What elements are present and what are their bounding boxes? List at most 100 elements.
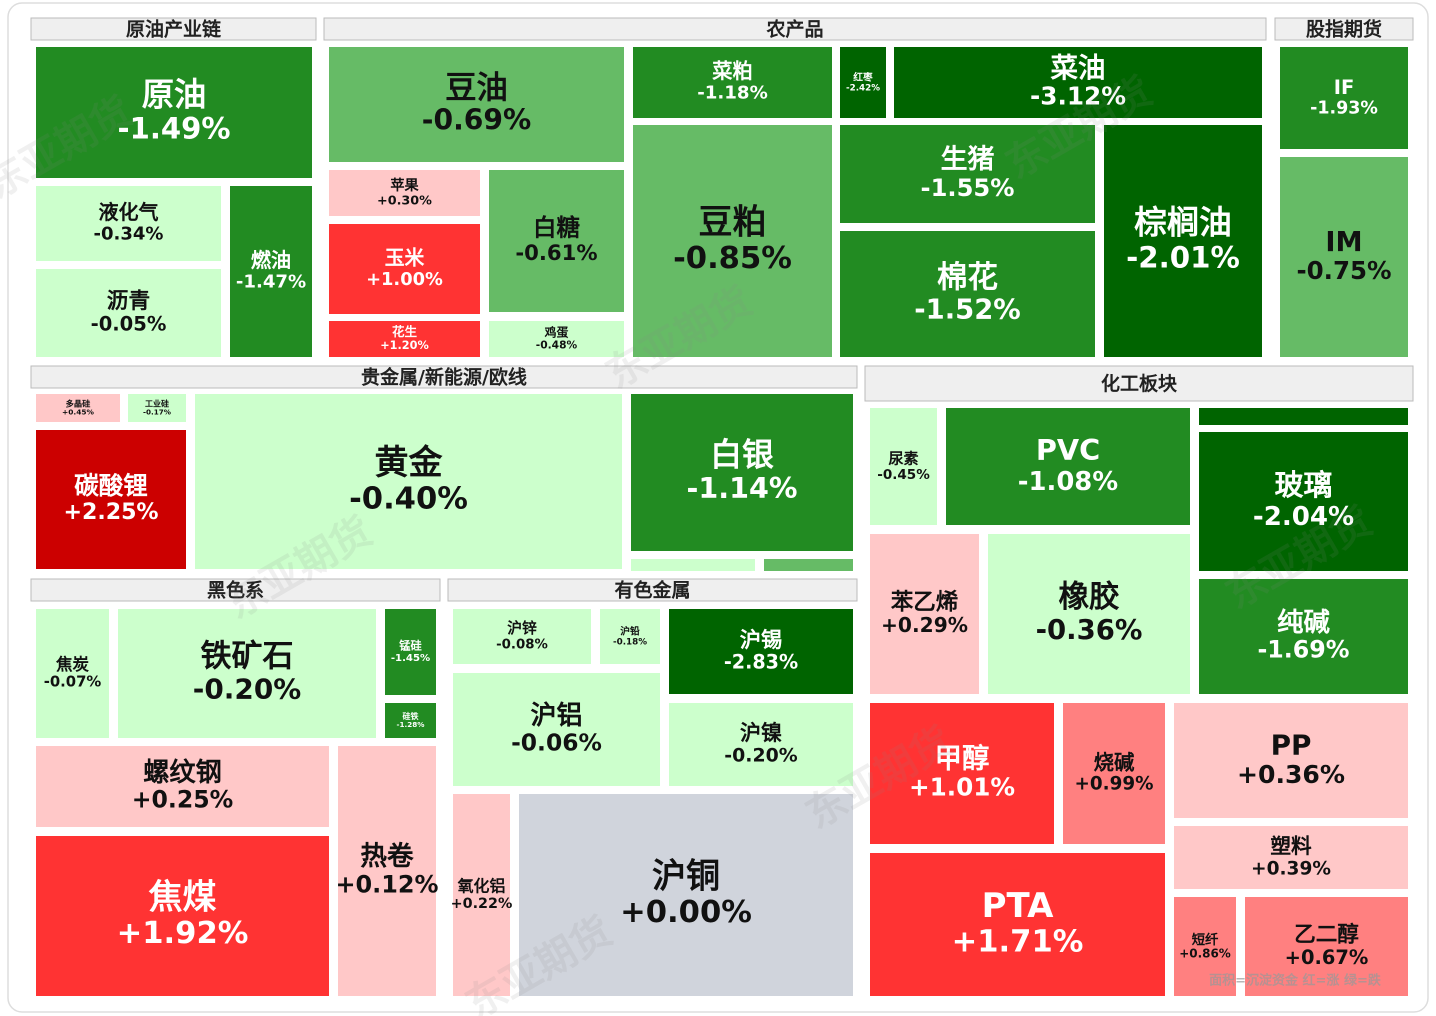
- tile-value: -0.69%: [422, 104, 531, 137]
- tile-name: 豆粕: [699, 203, 767, 243]
- tile: [36, 430, 186, 569]
- tile-value: -0.85%: [673, 241, 792, 276]
- tile-value: +0.12%: [335, 871, 438, 899]
- tile-name: PTA: [982, 886, 1054, 926]
- tile-name: 沥青: [107, 289, 150, 314]
- tile-value: +1.01%: [909, 773, 1015, 802]
- tile: [36, 47, 312, 178]
- tile-name: 菜粕: [711, 59, 752, 83]
- tile: [385, 703, 436, 738]
- tile-value: -1.69%: [1257, 635, 1349, 663]
- tile-name: 碳酸锂: [74, 471, 148, 500]
- tile-value: -1.08%: [1018, 467, 1118, 497]
- tile: [894, 47, 1262, 118]
- group-header: [864, 365, 1414, 402]
- tile-value: -0.34%: [94, 224, 164, 245]
- tile-value: +0.67%: [1285, 946, 1369, 969]
- tile-value: -0.45%: [877, 467, 930, 483]
- tile-value: -0.20%: [193, 673, 301, 706]
- group-header: [447, 578, 858, 602]
- tile-name: IF: [1334, 76, 1354, 99]
- tile: [1174, 703, 1408, 818]
- tile-value: -0.05%: [91, 312, 167, 335]
- tile-value: -1.49%: [118, 111, 231, 145]
- group-title: 农产品: [765, 18, 823, 41]
- tile-value: +1.71%: [952, 925, 1084, 960]
- tile: [329, 321, 480, 357]
- tile-value: -1.93%: [1310, 99, 1378, 119]
- tile-value: -0.17%: [143, 407, 171, 416]
- group-header: [30, 17, 317, 41]
- tile-name: 液化气: [98, 200, 158, 224]
- tile-value: +1.00%: [366, 269, 443, 290]
- tile-name: 塑料: [1270, 834, 1312, 858]
- tile: [840, 47, 886, 118]
- tile: [870, 703, 1054, 844]
- tile-name: 红枣: [853, 71, 873, 84]
- tile: [453, 673, 660, 786]
- tile-name: 锰硅: [399, 638, 422, 652]
- tile-name: 沪铅: [620, 625, 640, 638]
- tile: [453, 794, 510, 996]
- tile-value: -3.12%: [1030, 82, 1126, 111]
- tile-name: 黄金: [375, 443, 444, 483]
- tile-name: 白糖: [533, 214, 581, 242]
- tile-value: +1.92%: [117, 916, 249, 951]
- tile: [1280, 47, 1408, 149]
- tile-value: +0.45%: [62, 408, 94, 417]
- tile-name: 苹果: [390, 177, 419, 194]
- tile-value: -2.04%: [1253, 502, 1354, 532]
- tile-value: -0.48%: [536, 339, 578, 352]
- tile: [633, 47, 832, 118]
- tile: [633, 125, 832, 357]
- tile-name: 白银: [710, 438, 774, 474]
- tile: [128, 394, 186, 422]
- group-header: [323, 17, 1267, 41]
- tile-value: -1.14%: [687, 471, 798, 505]
- tile-value: -0.20%: [724, 745, 797, 767]
- tile: [329, 47, 624, 162]
- tile-name: 豆油: [445, 70, 508, 106]
- tile-name: 花生: [392, 324, 418, 339]
- tile-name: 沪铜: [652, 857, 720, 897]
- tile: [338, 746, 436, 996]
- group-title: 有色金属: [614, 579, 690, 602]
- tile: [631, 394, 853, 551]
- tile-name: 橡胶: [1058, 579, 1120, 615]
- tile-name: 菜油: [1050, 53, 1106, 84]
- tile: [870, 534, 979, 694]
- tile-name: 硅铁: [403, 711, 419, 721]
- tile: [1174, 826, 1408, 889]
- tile-name: 焦煤: [149, 878, 217, 918]
- tile-value: +1.20%: [380, 339, 429, 352]
- tile-value: +0.39%: [1251, 858, 1331, 879]
- tile-name: 棉花: [937, 260, 998, 295]
- tile-name: 原油: [142, 75, 207, 113]
- tile: [329, 224, 480, 314]
- tile: [453, 609, 591, 664]
- tile: [669, 609, 853, 694]
- tile-value: -2.42%: [846, 83, 880, 93]
- tile-name: 纯碱: [1277, 607, 1330, 638]
- tile-value: -1.45%: [391, 653, 430, 664]
- tile: [329, 170, 480, 216]
- tile-value: -0.08%: [496, 638, 548, 653]
- tile-value: +0.86%: [1179, 946, 1231, 960]
- tile: [489, 170, 624, 312]
- tile: [195, 394, 622, 569]
- tile: [946, 408, 1190, 525]
- tile-value: -1.55%: [921, 174, 1015, 202]
- tile: [1245, 897, 1408, 996]
- tile-value: -2.01%: [1126, 240, 1240, 274]
- tile-value: -1.52%: [914, 294, 1020, 325]
- tile-value: -2.83%: [724, 651, 798, 674]
- tile-name: 玉米: [385, 247, 425, 270]
- tile: [519, 794, 853, 996]
- tile: [36, 609, 109, 738]
- tile: [36, 269, 221, 357]
- tile-value: -0.06%: [511, 728, 602, 756]
- tile-name: 乙二醇: [1294, 922, 1359, 948]
- tile: [1063, 703, 1165, 844]
- group-title: 黑色系: [207, 579, 264, 602]
